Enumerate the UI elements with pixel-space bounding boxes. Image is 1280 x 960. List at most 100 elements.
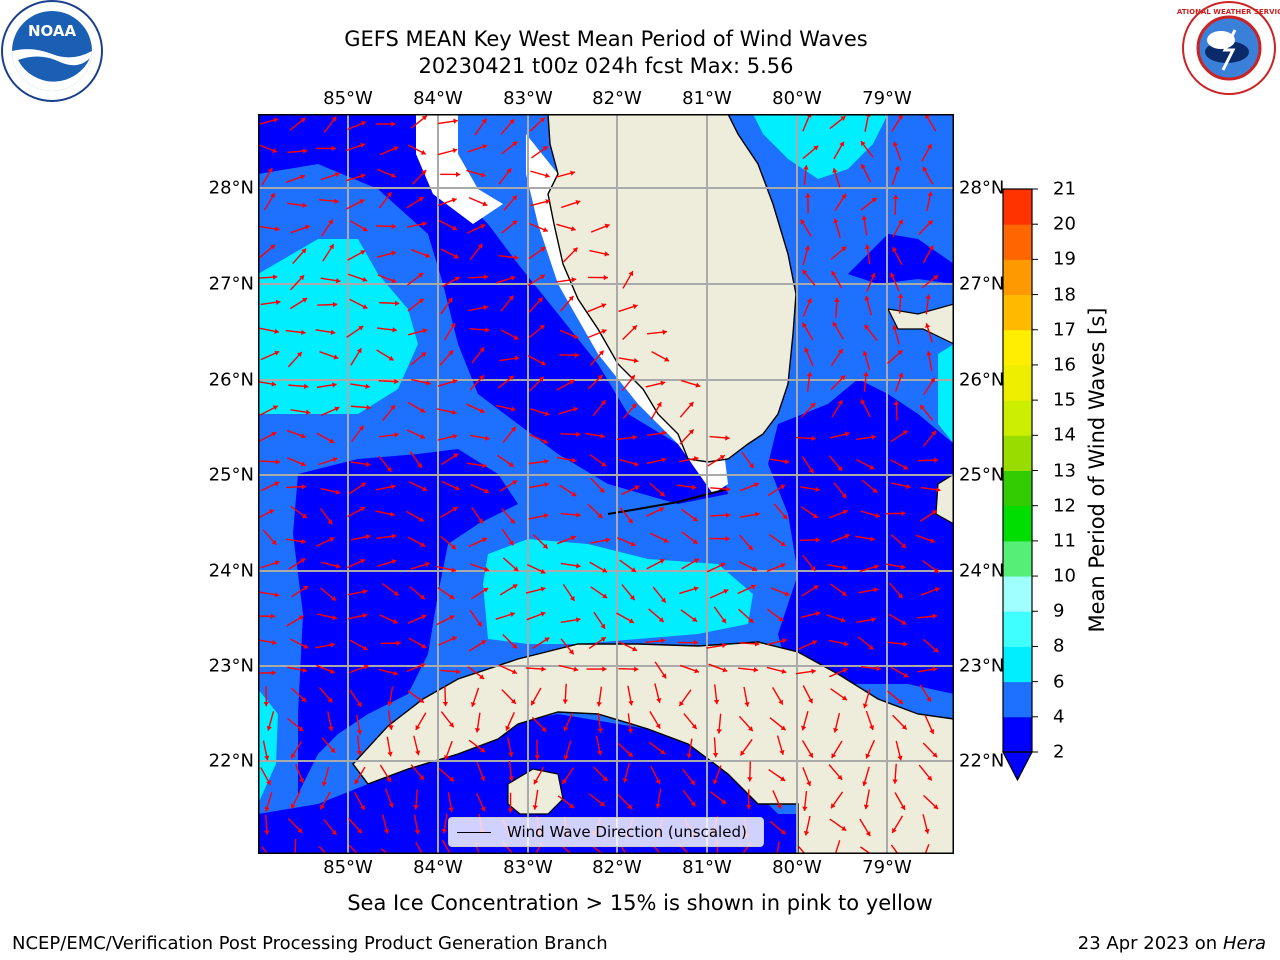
wind-arrow-head bbox=[508, 752, 514, 757]
wind-arrow-head bbox=[332, 382, 337, 388]
region-dark-blue-center bbox=[293, 449, 518, 794]
cuba-land bbox=[352, 641, 954, 854]
wind-arrow-head bbox=[803, 830, 810, 836]
wind-arrow-head bbox=[898, 219, 903, 225]
wind-arrow-head bbox=[832, 168, 838, 174]
wind-arrow-head bbox=[837, 774, 843, 780]
wind-arrow-head bbox=[804, 347, 810, 353]
wind-arrow-head bbox=[721, 618, 726, 624]
wind-arrow-head bbox=[712, 779, 718, 785]
wind-arrow-head bbox=[605, 537, 611, 543]
wind-arrow-head bbox=[901, 724, 907, 730]
wind-arrow-head bbox=[562, 699, 568, 704]
wind-arrow-head bbox=[358, 326, 364, 331]
lat-label-left-22n: 22°N bbox=[208, 750, 254, 772]
wind-arrow-head bbox=[634, 485, 640, 491]
wind-arrow-head bbox=[483, 587, 489, 593]
wind-arrow-head bbox=[538, 376, 544, 382]
wind-arrow bbox=[776, 841, 780, 854]
wind-arrow-head bbox=[485, 327, 490, 333]
lat-label-left-25n: 25°N bbox=[208, 464, 254, 486]
lon-label-top-80w: 80°W bbox=[772, 88, 822, 109]
wind-arrow-head bbox=[444, 755, 450, 760]
wind-arrow-head bbox=[390, 511, 395, 517]
wind-arrow-head bbox=[833, 727, 839, 733]
wind-arrow-head bbox=[510, 406, 516, 412]
wind-arrow-head bbox=[509, 518, 515, 524]
lat-label-right-24n: 24°N bbox=[959, 560, 1005, 582]
wind-arrow-head bbox=[391, 533, 397, 539]
wind-arrow-head bbox=[568, 649, 574, 655]
wind-arrow-head bbox=[692, 516, 698, 522]
wind-arrow-head bbox=[660, 638, 666, 644]
wind-arrow-head bbox=[897, 293, 904, 299]
wind-arrow-head bbox=[929, 729, 935, 734]
wind-arrow-head bbox=[331, 116, 337, 122]
wind-arrow-head bbox=[477, 621, 482, 627]
wind-arrow-head bbox=[897, 755, 903, 761]
wind-arrow-head bbox=[860, 399, 866, 405]
wind-arrow-head bbox=[304, 224, 310, 230]
wind-arrow-head bbox=[327, 519, 333, 525]
wind-arrow-head bbox=[781, 638, 787, 644]
wave-period-map bbox=[258, 114, 954, 854]
wind-arrow-head bbox=[719, 455, 725, 460]
wind-arrow-head bbox=[892, 325, 898, 330]
wind-arrow-head bbox=[725, 435, 730, 441]
wind-arrow-head bbox=[331, 595, 337, 601]
wind-arrow-head bbox=[875, 512, 880, 518]
wind-arrow-head bbox=[267, 167, 273, 173]
wind-arrow-head bbox=[898, 372, 904, 378]
wind-arrow-head bbox=[628, 271, 634, 277]
wind-arrow-head bbox=[933, 457, 939, 463]
wind-arrow-head bbox=[421, 352, 427, 358]
wind-arrow-head bbox=[627, 751, 633, 757]
wind-arrow-head bbox=[540, 247, 546, 252]
wind-arrow-head bbox=[332, 457, 338, 463]
wind-arrow-head bbox=[781, 668, 787, 674]
wind-arrow-head bbox=[890, 272, 896, 278]
wind-arrow-head bbox=[627, 728, 634, 734]
wind-arrow-head bbox=[839, 141, 845, 147]
nws-logo-text: NATIONAL WEATHER SERVICE bbox=[1177, 8, 1280, 16]
wind-arrow-head bbox=[482, 462, 487, 469]
wind-arrow-head bbox=[841, 493, 847, 499]
wind-arrow-head bbox=[508, 295, 514, 301]
wind-arrow-head bbox=[570, 170, 575, 176]
wind-arrow-head bbox=[453, 118, 458, 124]
wind-arrow-head bbox=[602, 567, 608, 573]
bahamas-land-2 bbox=[935, 473, 954, 525]
wind-arrow-head bbox=[510, 275, 516, 281]
wind-arrow-head bbox=[861, 215, 867, 221]
wind-arrow-head bbox=[570, 226, 576, 232]
wind-arrow-head bbox=[512, 643, 517, 649]
wind-arrow-head bbox=[303, 383, 309, 389]
wind-arrow-head bbox=[815, 486, 820, 493]
wind-arrow-head bbox=[512, 141, 518, 147]
wind-arrow-head bbox=[300, 117, 306, 123]
wind-arrow-head bbox=[452, 433, 458, 440]
wind-arrow-head bbox=[272, 147, 278, 153]
wind-arrow-head bbox=[926, 351, 932, 356]
wind-arrow-head bbox=[629, 595, 635, 601]
wind-arrow-head bbox=[663, 537, 669, 543]
wind-arrow-head bbox=[628, 618, 634, 624]
wind-arrow-head bbox=[360, 142, 366, 148]
footer-host: Hera bbox=[1222, 933, 1266, 954]
colorbar-tick-label: 17 bbox=[1053, 319, 1076, 341]
wind-arrow-head bbox=[297, 828, 303, 833]
lon-label-top-82w: 82°W bbox=[592, 88, 642, 109]
wind-arrow-head bbox=[513, 334, 519, 340]
wind-arrow-head bbox=[656, 698, 662, 703]
wind-arrow-head bbox=[305, 409, 311, 415]
wind-arrow-head bbox=[832, 321, 838, 327]
wind-arrow-head bbox=[298, 615, 304, 621]
wind-arrow-head bbox=[366, 404, 371, 411]
wind-arrow-head bbox=[901, 543, 907, 548]
wind-arrow-head bbox=[932, 752, 938, 758]
wind-arrow-head bbox=[802, 322, 808, 328]
wind-arrow-head bbox=[394, 300, 400, 306]
wind-arrow-head bbox=[840, 617, 846, 623]
wind-arrow-head bbox=[841, 695, 847, 701]
wind-arrow-head bbox=[569, 803, 575, 809]
